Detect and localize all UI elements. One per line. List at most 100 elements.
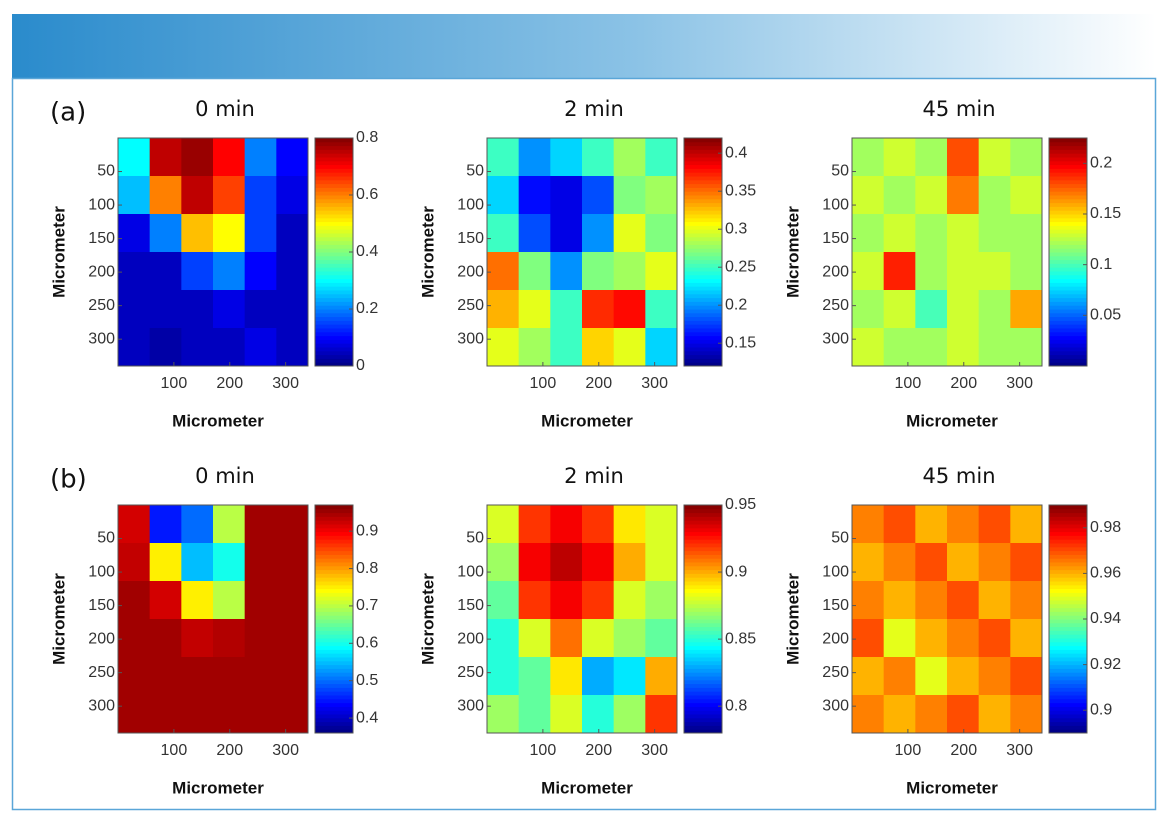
colorbar-strip	[1049, 202, 1087, 207]
x-label: Micrometer	[541, 411, 633, 430]
colorbar-strip	[315, 195, 353, 200]
colorbar-strip	[684, 565, 722, 571]
heatmap-cell	[149, 290, 182, 329]
y-tick-label: 200	[822, 630, 849, 647]
colorbar-strip	[684, 691, 722, 696]
heatmap-cell	[582, 505, 615, 544]
heatmap-cell	[118, 214, 151, 253]
heatmap-cell	[276, 505, 309, 544]
colorbar-strip	[684, 596, 722, 601]
colorbar-strip	[684, 286, 722, 291]
heatmap-cell	[978, 214, 1011, 253]
colorbar-tick-label: 0.6	[356, 186, 378, 203]
colorbar-strip	[684, 569, 722, 574]
colorbar-strip	[315, 543, 353, 548]
colorbar-strip	[1049, 577, 1087, 582]
heatmap-cell	[244, 543, 277, 582]
heatmap-cell	[1010, 252, 1043, 291]
colorbar-strip	[1049, 248, 1087, 253]
colorbar-strip	[684, 641, 722, 647]
heatmap-cell	[582, 176, 615, 215]
colorbar-strip	[1049, 293, 1087, 299]
heatmap-cell	[487, 543, 520, 582]
y-tick-label: 300	[88, 330, 115, 347]
colorbar-strip	[684, 297, 722, 302]
x-label: Micrometer	[172, 411, 264, 430]
colorbar-strip	[684, 278, 722, 283]
colorbar-strip	[315, 714, 353, 719]
heatmap-cell	[149, 328, 182, 367]
colorbar-border	[314, 504, 354, 734]
colorbar-strip	[1049, 358, 1087, 363]
colorbar-strip	[315, 710, 353, 715]
y-tick-label: 250	[88, 664, 115, 681]
x-tick-label: 200	[950, 742, 977, 759]
colorbar-strip	[1049, 164, 1087, 169]
colorbar-strip	[684, 172, 722, 177]
heatmap-cell	[550, 176, 583, 215]
colorbar-strip	[315, 305, 353, 310]
colorbar-strip	[315, 584, 353, 590]
heatmap-cell	[613, 581, 646, 620]
colorbar-strip	[1049, 214, 1087, 219]
colorbar-strip	[684, 520, 722, 525]
heatmap-cell	[181, 505, 214, 544]
colorbar-strip	[1049, 691, 1087, 696]
heatmap-cell	[213, 328, 246, 367]
colorbar-strip	[1049, 622, 1087, 628]
colorbar-strip	[315, 217, 353, 223]
heatmap-cell	[213, 290, 246, 329]
colorbar-strip	[315, 312, 353, 318]
colorbar-strip	[315, 687, 353, 692]
colorbar-strip	[684, 584, 722, 590]
colorbar-strip	[684, 290, 722, 295]
colorbar-strip	[315, 531, 353, 536]
colorbar-strip	[684, 687, 722, 692]
y-tick-label: 200	[457, 630, 484, 647]
colorbar-strip	[315, 297, 353, 302]
colorbar-strip	[684, 626, 722, 631]
colorbar-strip	[684, 271, 722, 276]
y-tick-label: 50	[466, 530, 484, 547]
colorbar-strip	[684, 164, 722, 169]
heatmap-cell	[613, 657, 646, 696]
colorbar-strip	[684, 524, 722, 529]
heatmap-cell	[276, 252, 309, 291]
heatmap-cell	[915, 657, 948, 696]
colorbar-tick-label: 0.15	[725, 334, 756, 351]
heatmap-cell	[582, 138, 615, 177]
heatmap-cell	[518, 619, 551, 658]
heatmap-cell	[582, 619, 615, 658]
colorbar-strip	[684, 592, 722, 597]
colorbar-tick-label: 0.96	[1090, 565, 1121, 582]
colorbar-strip	[684, 535, 722, 540]
heatmap-cell	[276, 290, 309, 329]
colorbar-strip	[1049, 607, 1087, 612]
colorbar-strip	[315, 558, 353, 563]
colorbar-strip	[315, 619, 353, 624]
colorbar-strip	[315, 672, 353, 677]
colorbar-strip	[315, 339, 353, 344]
colorbar-tick-label: 0.9	[725, 563, 747, 580]
heatmap-cell	[550, 657, 583, 696]
heatmap-cell	[1010, 505, 1043, 544]
colorbar-strip	[315, 577, 353, 582]
colorbar-strip	[684, 293, 722, 299]
colorbar-strip	[684, 244, 722, 249]
heatmap-cell	[149, 505, 182, 544]
colorbar-strip	[1049, 297, 1087, 302]
y-tick-label: 250	[822, 664, 849, 681]
heatmap-cell	[582, 657, 615, 696]
heatmap-cell	[244, 214, 277, 253]
heatmap-cell	[883, 657, 916, 696]
colorbar-strip	[684, 198, 722, 204]
y-tick-label: 200	[822, 263, 849, 280]
colorbar-strip	[315, 343, 353, 348]
colorbar-strip	[1049, 168, 1087, 173]
plot-border	[486, 137, 678, 367]
heatmap-cell	[947, 505, 980, 544]
colorbar-strip	[315, 679, 353, 685]
colorbar-strip	[1049, 282, 1087, 287]
heatmap-cell	[582, 328, 615, 367]
colorbar-strip	[1049, 634, 1087, 639]
